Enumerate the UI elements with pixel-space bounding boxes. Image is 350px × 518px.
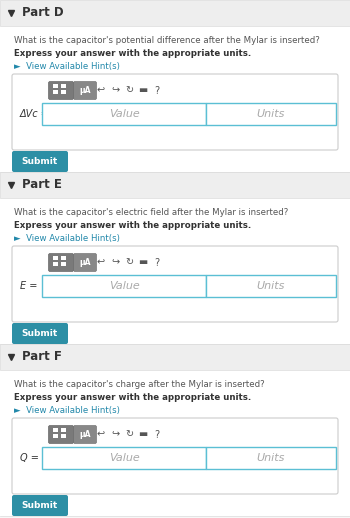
Text: ►  View Available Hint(s): ► View Available Hint(s) <box>14 406 120 415</box>
FancyBboxPatch shape <box>12 151 68 172</box>
Text: ▬: ▬ <box>138 85 148 95</box>
Text: ↻: ↻ <box>125 85 133 95</box>
FancyBboxPatch shape <box>0 370 350 516</box>
Text: ▬: ▬ <box>138 429 148 439</box>
FancyBboxPatch shape <box>42 447 206 469</box>
Text: ►  View Available Hint(s): ► View Available Hint(s) <box>14 62 120 71</box>
Text: μA: μA <box>79 430 91 439</box>
FancyBboxPatch shape <box>61 84 66 88</box>
Text: ↪: ↪ <box>111 429 119 439</box>
FancyBboxPatch shape <box>0 198 350 344</box>
Text: ↻: ↻ <box>125 429 133 439</box>
Text: Express your answer with the appropriate units.: Express your answer with the appropriate… <box>14 393 251 402</box>
FancyBboxPatch shape <box>12 495 68 516</box>
Text: Value: Value <box>108 109 139 119</box>
FancyBboxPatch shape <box>61 262 66 266</box>
FancyBboxPatch shape <box>0 26 350 172</box>
FancyBboxPatch shape <box>53 256 58 260</box>
Text: E =: E = <box>20 281 37 291</box>
FancyBboxPatch shape <box>12 323 68 344</box>
Text: What is the capacitor's electric field after the Mylar is inserted?: What is the capacitor's electric field a… <box>14 208 288 217</box>
Text: Value: Value <box>108 281 139 291</box>
FancyBboxPatch shape <box>206 447 336 469</box>
FancyBboxPatch shape <box>61 90 66 94</box>
FancyBboxPatch shape <box>206 103 336 125</box>
Text: What is the capacitor's potential difference after the Mylar is inserted?: What is the capacitor's potential differ… <box>14 36 320 45</box>
Text: ↩: ↩ <box>97 257 105 267</box>
Text: Part F: Part F <box>22 351 62 364</box>
FancyBboxPatch shape <box>49 81 74 99</box>
FancyBboxPatch shape <box>206 275 336 297</box>
Text: Express your answer with the appropriate units.: Express your answer with the appropriate… <box>14 221 251 230</box>
Text: ↪: ↪ <box>111 85 119 95</box>
Text: μA: μA <box>79 86 91 95</box>
FancyBboxPatch shape <box>0 344 350 370</box>
FancyBboxPatch shape <box>74 425 97 443</box>
Text: ▬: ▬ <box>138 257 148 267</box>
FancyBboxPatch shape <box>42 275 206 297</box>
Text: ↻: ↻ <box>125 257 133 267</box>
FancyBboxPatch shape <box>49 425 74 443</box>
Text: What is the capacitor's charge after the Mylar is inserted?: What is the capacitor's charge after the… <box>14 380 265 389</box>
Text: Submit: Submit <box>22 157 58 166</box>
FancyBboxPatch shape <box>53 428 58 432</box>
FancyBboxPatch shape <box>53 90 58 94</box>
FancyBboxPatch shape <box>74 81 97 99</box>
FancyBboxPatch shape <box>61 428 66 432</box>
FancyBboxPatch shape <box>42 103 206 125</box>
Text: Submit: Submit <box>22 329 58 338</box>
Text: Part E: Part E <box>22 179 62 192</box>
FancyBboxPatch shape <box>49 253 74 271</box>
Text: ΔVᴄ =: ΔVᴄ = <box>20 109 50 119</box>
FancyBboxPatch shape <box>0 172 350 198</box>
Text: ?: ? <box>154 257 160 267</box>
Text: Units: Units <box>257 109 285 119</box>
Text: Submit: Submit <box>22 501 58 510</box>
FancyBboxPatch shape <box>61 256 66 260</box>
Text: Q =: Q = <box>20 453 39 463</box>
FancyBboxPatch shape <box>53 262 58 266</box>
FancyBboxPatch shape <box>12 246 338 322</box>
Text: Units: Units <box>257 453 285 463</box>
FancyBboxPatch shape <box>12 74 338 150</box>
Text: Express your answer with the appropriate units.: Express your answer with the appropriate… <box>14 49 251 58</box>
Text: ?: ? <box>154 429 160 439</box>
Text: ?: ? <box>154 85 160 95</box>
Text: Units: Units <box>257 281 285 291</box>
Text: μA: μA <box>79 258 91 267</box>
Text: Value: Value <box>108 453 139 463</box>
Text: ►  View Available Hint(s): ► View Available Hint(s) <box>14 234 120 243</box>
FancyBboxPatch shape <box>12 418 338 494</box>
FancyBboxPatch shape <box>0 0 350 26</box>
FancyBboxPatch shape <box>74 253 97 271</box>
FancyBboxPatch shape <box>53 84 58 88</box>
Text: ↩: ↩ <box>97 429 105 439</box>
Text: ↪: ↪ <box>111 257 119 267</box>
FancyBboxPatch shape <box>53 434 58 438</box>
Text: Part D: Part D <box>22 7 64 20</box>
Text: ↩: ↩ <box>97 85 105 95</box>
FancyBboxPatch shape <box>61 434 66 438</box>
